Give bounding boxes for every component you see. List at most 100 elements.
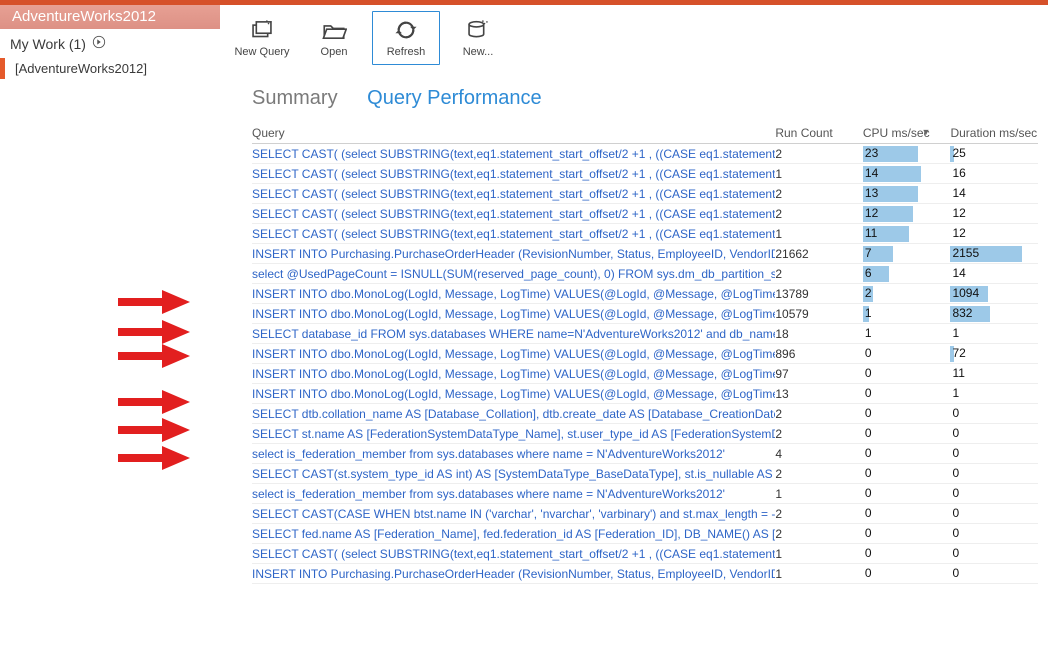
cell-runcount: 2 [775, 187, 863, 201]
main-panel: New Query Open RefreshNew... Summary Query… [220, 5, 1048, 650]
cell-runcount: 4 [775, 447, 863, 461]
cell-query[interactable]: INSERT INTO dbo.MonoLog(LogId, Message, … [252, 367, 775, 381]
tab-query-performance[interactable]: Query Performance [367, 87, 542, 109]
cell-query[interactable]: SELECT CAST(CASE WHEN btst.name IN ('var… [252, 507, 775, 521]
table-row[interactable]: INSERT INTO Purchasing.PurchaseOrderHead… [252, 244, 1038, 264]
cell-duration: 0 [950, 485, 1038, 503]
cell-runcount: 1 [775, 167, 863, 181]
cell-query[interactable]: SELECT dtb.collation_name AS [Database_C… [252, 407, 775, 421]
table-row[interactable]: INSERT INTO dbo.MonoLog(LogId, Message, … [252, 284, 1038, 304]
cell-cpu: 0 [863, 465, 951, 483]
table-row[interactable]: INSERT INTO dbo.MonoLog(LogId, Message, … [252, 304, 1038, 324]
cell-query[interactable]: SELECT CAST( (select SUBSTRING(text,eq1.… [252, 207, 775, 221]
cell-query[interactable]: SELECT CAST( (select SUBSTRING(text,eq1.… [252, 167, 775, 181]
my-work-section[interactable]: My Work (1) [0, 29, 220, 58]
cell-cpu: 13 [863, 185, 951, 203]
cell-cpu: 0 [863, 365, 951, 383]
cell-query[interactable]: select is_federation_member from sys.dat… [252, 487, 775, 501]
cell-cpu: 11 [863, 225, 951, 243]
table-row[interactable]: SELECT CAST(CASE WHEN btst.name IN ('var… [252, 504, 1038, 524]
table-row[interactable]: SELECT CAST( (select SUBSTRING(text,eq1.… [252, 204, 1038, 224]
table-row[interactable]: SELECT CAST( (select SUBSTRING(text,eq1.… [252, 184, 1038, 204]
table-row[interactable]: INSERT INTO dbo.MonoLog(LogId, Message, … [252, 384, 1038, 404]
table-row[interactable]: SELECT CAST( (select SUBSTRING(text,eq1.… [252, 164, 1038, 184]
my-work-label: My Work (1) [10, 36, 86, 52]
cell-cpu: 1 [863, 305, 951, 323]
cell-runcount: 1 [775, 567, 863, 581]
cell-duration: 0 [950, 425, 1038, 443]
toolbar-refresh[interactable]: Refresh [372, 11, 440, 65]
cell-query[interactable]: SELECT st.name AS [FederationSystemDataT… [252, 427, 775, 441]
cell-runcount: 2 [775, 407, 863, 421]
refresh-icon [393, 19, 419, 44]
table-row[interactable]: INSERT INTO dbo.MonoLog(LogId, Message, … [252, 344, 1038, 364]
cell-query[interactable]: INSERT INTO Purchasing.PurchaseOrderHead… [252, 247, 775, 261]
cell-cpu: 0 [863, 545, 951, 563]
cell-query[interactable]: SELECT database_id FROM sys.databases WH… [252, 327, 775, 341]
table-row[interactable]: SELECT CAST(st.system_type_id AS int) AS… [252, 464, 1038, 484]
cell-query[interactable]: INSERT INTO Purchasing.PurchaseOrderHead… [252, 567, 775, 581]
cell-duration: 0 [950, 405, 1038, 423]
cell-query[interactable]: INSERT INTO dbo.MonoLog(LogId, Message, … [252, 387, 775, 401]
cell-query[interactable]: SELECT fed.name AS [Federation_Name], fe… [252, 527, 775, 541]
cell-query[interactable]: select is_federation_member from sys.dat… [252, 447, 775, 461]
arrow-circle-icon [92, 35, 106, 52]
cell-cpu: 6 [863, 265, 951, 283]
cell-query[interactable]: INSERT INTO dbo.MonoLog(LogId, Message, … [252, 347, 775, 361]
cell-query[interactable]: SELECT CAST(st.system_type_id AS int) AS… [252, 467, 775, 481]
cell-runcount: 896 [775, 347, 863, 361]
table-row[interactable]: select is_federation_member from sys.dat… [252, 484, 1038, 504]
col-duration[interactable]: Duration ms/sec [950, 126, 1038, 140]
cell-duration: 12 [950, 205, 1038, 223]
cell-cpu: 23 [863, 145, 951, 163]
toolbar-open[interactable]: Open [300, 11, 368, 65]
table-row[interactable]: SELECT CAST( (select SUBSTRING(text,eq1.… [252, 544, 1038, 564]
cell-query[interactable]: INSERT INTO dbo.MonoLog(LogId, Message, … [252, 287, 775, 301]
cell-query[interactable]: SELECT CAST( (select SUBSTRING(text,eq1.… [252, 227, 775, 241]
table-row[interactable]: SELECT st.name AS [FederationSystemDataT… [252, 424, 1038, 444]
cell-query[interactable]: select @UsedPageCount = ISNULL(SUM(reser… [252, 267, 775, 281]
database-name[interactable]: AdventureWorks2012 [0, 5, 220, 29]
cell-query[interactable]: SELECT CAST( (select SUBSTRING(text,eq1.… [252, 187, 775, 201]
table-row[interactable]: SELECT database_id FROM sys.databases WH… [252, 324, 1038, 344]
cell-runcount: 18 [775, 327, 863, 341]
toolbar-label: Open [321, 46, 348, 58]
cell-runcount: 2 [775, 467, 863, 481]
table-row[interactable]: INSERT INTO dbo.MonoLog(LogId, Message, … [252, 364, 1038, 384]
project-item[interactable]: [AdventureWorks2012] [0, 58, 220, 79]
cell-runcount: 1 [775, 227, 863, 241]
cell-runcount: 2 [775, 147, 863, 161]
toolbar: New Query Open RefreshNew... [220, 5, 1048, 69]
cell-query[interactable]: SELECT CAST( (select SUBSTRING(text,eq1.… [252, 547, 775, 561]
cell-query[interactable]: SELECT CAST( (select SUBSTRING(text,eq1.… [252, 147, 775, 161]
query-table: Query Run Count CPU ms/sec▼ Duration ms/… [220, 116, 1048, 650]
cell-duration: 14 [950, 265, 1038, 283]
table-row[interactable]: select @UsedPageCount = ISNULL(SUM(reser… [252, 264, 1038, 284]
col-query[interactable]: Query [252, 126, 775, 140]
cell-runcount: 2 [775, 267, 863, 281]
toolbar-new[interactable]: New... [444, 11, 512, 65]
col-runcount[interactable]: Run Count [775, 126, 863, 140]
cell-runcount: 13789 [775, 287, 863, 301]
cell-cpu: 0 [863, 505, 951, 523]
cell-cpu: 0 [863, 405, 951, 423]
cell-duration: 14 [950, 185, 1038, 203]
cell-runcount: 1 [775, 487, 863, 501]
cell-duration: 0 [950, 545, 1038, 563]
cell-runcount: 2 [775, 207, 863, 221]
cell-duration: 16 [950, 165, 1038, 183]
cell-query[interactable]: INSERT INTO dbo.MonoLog(LogId, Message, … [252, 307, 775, 321]
tab-summary[interactable]: Summary [252, 87, 338, 109]
table-row[interactable]: SELECT fed.name AS [Federation_Name], fe… [252, 524, 1038, 544]
toolbar-new-query[interactable]: New Query [228, 11, 296, 65]
col-cpu[interactable]: CPU ms/sec▼ [863, 126, 951, 140]
toolbar-label: New Query [234, 46, 289, 58]
cell-runcount: 2 [775, 507, 863, 521]
table-row[interactable]: INSERT INTO Purchasing.PurchaseOrderHead… [252, 564, 1038, 584]
table-row[interactable]: SELECT dtb.collation_name AS [Database_C… [252, 404, 1038, 424]
table-row[interactable]: select is_federation_member from sys.dat… [252, 444, 1038, 464]
cell-duration: 11 [950, 365, 1038, 383]
table-row[interactable]: SELECT CAST( (select SUBSTRING(text,eq1.… [252, 224, 1038, 244]
table-row[interactable]: SELECT CAST( (select SUBSTRING(text,eq1.… [252, 144, 1038, 164]
cell-cpu: 0 [863, 485, 951, 503]
